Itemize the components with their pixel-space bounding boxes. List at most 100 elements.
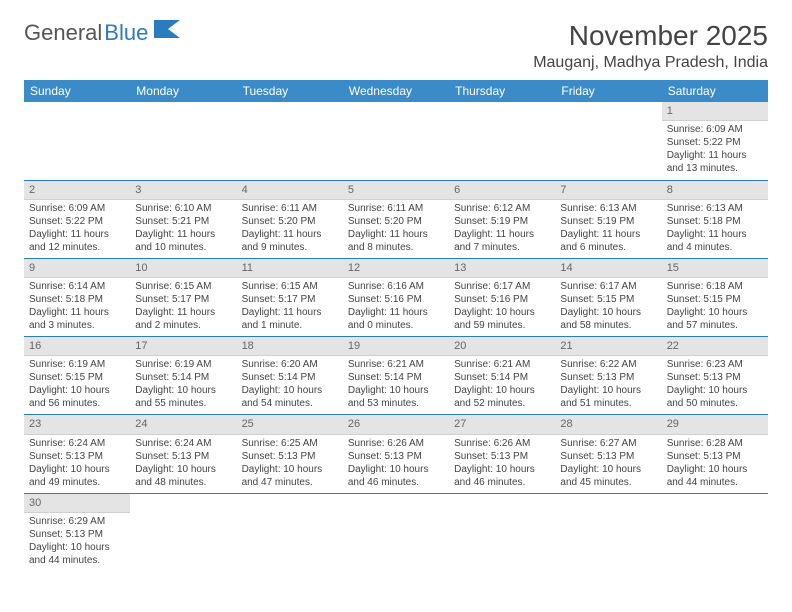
sunset-text: Sunset: 5:14 PM bbox=[135, 371, 231, 384]
weekday-header: Monday bbox=[130, 80, 236, 102]
day-number: 4 bbox=[237, 181, 343, 200]
day-number: 10 bbox=[130, 259, 236, 278]
location: Mauganj, Madhya Pradesh, India bbox=[533, 54, 768, 72]
daylight-text: Daylight: 10 hours and 44 minutes. bbox=[29, 541, 125, 567]
logo-text-1: General bbox=[24, 20, 102, 46]
logo-flag-icon bbox=[154, 20, 180, 38]
sunset-text: Sunset: 5:16 PM bbox=[454, 293, 550, 306]
calendar-cell bbox=[555, 102, 661, 180]
day-number: 20 bbox=[449, 337, 555, 356]
day-number: 14 bbox=[555, 259, 661, 278]
sunrise-text: Sunrise: 6:16 AM bbox=[348, 280, 444, 293]
sunset-text: Sunset: 5:14 PM bbox=[242, 371, 338, 384]
sunset-text: Sunset: 5:14 PM bbox=[454, 371, 550, 384]
day-content: Sunrise: 6:15 AMSunset: 5:17 PMDaylight:… bbox=[237, 278, 343, 336]
weekday-header: Saturday bbox=[662, 80, 768, 102]
day-number: 18 bbox=[237, 337, 343, 356]
day-number: 29 bbox=[662, 415, 768, 434]
day-content: Sunrise: 6:10 AMSunset: 5:21 PMDaylight:… bbox=[130, 200, 236, 258]
daylight-text: Daylight: 10 hours and 52 minutes. bbox=[454, 384, 550, 410]
day-number: 1 bbox=[662, 102, 768, 121]
calendar-cell: 9Sunrise: 6:14 AMSunset: 5:18 PMDaylight… bbox=[24, 258, 130, 336]
sunset-text: Sunset: 5:15 PM bbox=[560, 293, 656, 306]
calendar-cell bbox=[24, 102, 130, 180]
sunrise-text: Sunrise: 6:24 AM bbox=[135, 437, 231, 450]
sunrise-text: Sunrise: 6:15 AM bbox=[242, 280, 338, 293]
weekday-header: Thursday bbox=[449, 80, 555, 102]
day-number: 25 bbox=[237, 415, 343, 434]
day-content: Sunrise: 6:22 AMSunset: 5:13 PMDaylight:… bbox=[555, 356, 661, 414]
sunset-text: Sunset: 5:17 PM bbox=[242, 293, 338, 306]
sunset-text: Sunset: 5:13 PM bbox=[29, 528, 125, 541]
calendar-cell: 8Sunrise: 6:13 AMSunset: 5:18 PMDaylight… bbox=[662, 180, 768, 258]
daylight-text: Daylight: 10 hours and 44 minutes. bbox=[667, 463, 763, 489]
sunset-text: Sunset: 5:13 PM bbox=[560, 450, 656, 463]
calendar-cell: 10Sunrise: 6:15 AMSunset: 5:17 PMDayligh… bbox=[130, 258, 236, 336]
day-content: Sunrise: 6:11 AMSunset: 5:20 PMDaylight:… bbox=[237, 200, 343, 258]
calendar-cell: 6Sunrise: 6:12 AMSunset: 5:19 PMDaylight… bbox=[449, 180, 555, 258]
day-content: Sunrise: 6:19 AMSunset: 5:15 PMDaylight:… bbox=[24, 356, 130, 414]
calendar-cell bbox=[130, 102, 236, 180]
sunrise-text: Sunrise: 6:17 AM bbox=[454, 280, 550, 293]
calendar-cell: 20Sunrise: 6:21 AMSunset: 5:14 PMDayligh… bbox=[449, 337, 555, 415]
day-content: Sunrise: 6:12 AMSunset: 5:19 PMDaylight:… bbox=[449, 200, 555, 258]
daylight-text: Daylight: 11 hours and 13 minutes. bbox=[667, 149, 763, 175]
calendar-row: 23Sunrise: 6:24 AMSunset: 5:13 PMDayligh… bbox=[24, 415, 768, 493]
daylight-text: Daylight: 11 hours and 10 minutes. bbox=[135, 228, 231, 254]
calendar-table: Sunday Monday Tuesday Wednesday Thursday… bbox=[24, 80, 768, 571]
sunset-text: Sunset: 5:13 PM bbox=[348, 450, 444, 463]
day-content: Sunrise: 6:09 AMSunset: 5:22 PMDaylight:… bbox=[662, 121, 768, 179]
day-number: 26 bbox=[343, 415, 449, 434]
day-content: Sunrise: 6:09 AMSunset: 5:22 PMDaylight:… bbox=[24, 200, 130, 258]
calendar-cell: 5Sunrise: 6:11 AMSunset: 5:20 PMDaylight… bbox=[343, 180, 449, 258]
daylight-text: Daylight: 10 hours and 45 minutes. bbox=[560, 463, 656, 489]
daylight-text: Daylight: 10 hours and 56 minutes. bbox=[29, 384, 125, 410]
calendar-row: 9Sunrise: 6:14 AMSunset: 5:18 PMDaylight… bbox=[24, 258, 768, 336]
sunset-text: Sunset: 5:22 PM bbox=[29, 215, 125, 228]
sunset-text: Sunset: 5:13 PM bbox=[454, 450, 550, 463]
day-number: 6 bbox=[449, 181, 555, 200]
calendar-cell: 26Sunrise: 6:26 AMSunset: 5:13 PMDayligh… bbox=[343, 415, 449, 493]
sunset-text: Sunset: 5:13 PM bbox=[29, 450, 125, 463]
sunrise-text: Sunrise: 6:28 AM bbox=[667, 437, 763, 450]
calendar-cell: 23Sunrise: 6:24 AMSunset: 5:13 PMDayligh… bbox=[24, 415, 130, 493]
sunrise-text: Sunrise: 6:20 AM bbox=[242, 358, 338, 371]
daylight-text: Daylight: 10 hours and 50 minutes. bbox=[667, 384, 763, 410]
sunrise-text: Sunrise: 6:15 AM bbox=[135, 280, 231, 293]
day-content: Sunrise: 6:24 AMSunset: 5:13 PMDaylight:… bbox=[130, 435, 236, 493]
day-content: Sunrise: 6:29 AMSunset: 5:13 PMDaylight:… bbox=[24, 513, 130, 571]
daylight-text: Daylight: 10 hours and 51 minutes. bbox=[560, 384, 656, 410]
sunset-text: Sunset: 5:13 PM bbox=[667, 450, 763, 463]
daylight-text: Daylight: 10 hours and 48 minutes. bbox=[135, 463, 231, 489]
sunset-text: Sunset: 5:19 PM bbox=[454, 215, 550, 228]
daylight-text: Daylight: 11 hours and 4 minutes. bbox=[667, 228, 763, 254]
sunrise-text: Sunrise: 6:19 AM bbox=[135, 358, 231, 371]
calendar-cell bbox=[237, 102, 343, 180]
sunrise-text: Sunrise: 6:13 AM bbox=[560, 202, 656, 215]
calendar-cell: 7Sunrise: 6:13 AMSunset: 5:19 PMDaylight… bbox=[555, 180, 661, 258]
sunset-text: Sunset: 5:16 PM bbox=[348, 293, 444, 306]
day-number: 17 bbox=[130, 337, 236, 356]
weekday-header: Wednesday bbox=[343, 80, 449, 102]
day-number: 22 bbox=[662, 337, 768, 356]
day-content: Sunrise: 6:18 AMSunset: 5:15 PMDaylight:… bbox=[662, 278, 768, 336]
sunset-text: Sunset: 5:19 PM bbox=[560, 215, 656, 228]
day-number: 8 bbox=[662, 181, 768, 200]
sunset-text: Sunset: 5:22 PM bbox=[667, 136, 763, 149]
sunset-text: Sunset: 5:15 PM bbox=[667, 293, 763, 306]
calendar-cell bbox=[449, 493, 555, 571]
day-content: Sunrise: 6:13 AMSunset: 5:19 PMDaylight:… bbox=[555, 200, 661, 258]
sunrise-text: Sunrise: 6:21 AM bbox=[348, 358, 444, 371]
calendar-cell: 19Sunrise: 6:21 AMSunset: 5:14 PMDayligh… bbox=[343, 337, 449, 415]
sunrise-text: Sunrise: 6:09 AM bbox=[667, 123, 763, 136]
sunset-text: Sunset: 5:18 PM bbox=[667, 215, 763, 228]
day-content: Sunrise: 6:23 AMSunset: 5:13 PMDaylight:… bbox=[662, 356, 768, 414]
sunset-text: Sunset: 5:13 PM bbox=[667, 371, 763, 384]
sunset-text: Sunset: 5:17 PM bbox=[135, 293, 231, 306]
daylight-text: Daylight: 10 hours and 55 minutes. bbox=[135, 384, 231, 410]
sunrise-text: Sunrise: 6:26 AM bbox=[454, 437, 550, 450]
calendar-cell: 16Sunrise: 6:19 AMSunset: 5:15 PMDayligh… bbox=[24, 337, 130, 415]
daylight-text: Daylight: 10 hours and 53 minutes. bbox=[348, 384, 444, 410]
calendar-cell: 14Sunrise: 6:17 AMSunset: 5:15 PMDayligh… bbox=[555, 258, 661, 336]
sunrise-text: Sunrise: 6:10 AM bbox=[135, 202, 231, 215]
